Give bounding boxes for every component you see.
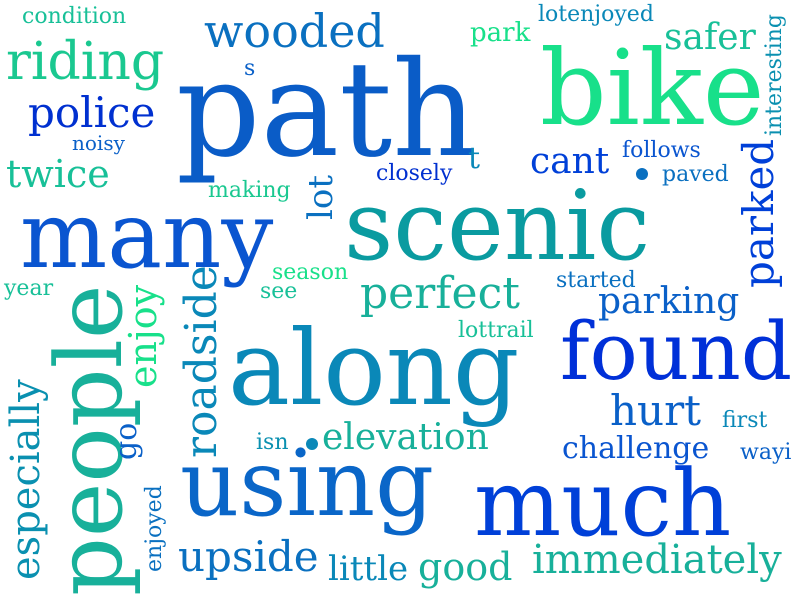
word-enjoyed: enjoyed	[142, 485, 167, 572]
word-perfect: perfect	[360, 268, 520, 319]
word-hurt: hurt	[610, 386, 702, 435]
word-challenge: challenge	[562, 431, 710, 466]
word-cant: cant	[530, 141, 610, 182]
word-closely: closely	[376, 161, 453, 186]
word-s: s	[244, 56, 256, 81]
word-scenic: scenic	[344, 170, 651, 282]
word-go: go	[109, 422, 144, 460]
word-wayi: wayi	[740, 440, 792, 465]
word-immediately: immediately	[532, 537, 782, 583]
word-t: t	[468, 141, 481, 176]
word-paved: paved	[662, 162, 729, 187]
word-making: making	[208, 178, 291, 203]
word-upside: upside	[178, 532, 319, 581]
word-twice: twice	[6, 152, 110, 196]
word-noisy: noisy	[72, 131, 125, 155]
word-lot: lot	[301, 174, 341, 220]
word-along: along	[228, 307, 520, 429]
word-parking: parking	[598, 281, 740, 322]
word-enjoy: enjoy	[121, 284, 165, 388]
word-elevation: elevation	[322, 417, 489, 458]
word-parked: parked	[734, 138, 783, 288]
word-roadside: roadside	[176, 265, 227, 458]
word-see: see	[260, 279, 298, 304]
word-interesting: interesting	[762, 13, 787, 136]
word-riding: riding	[6, 32, 165, 92]
dot-2	[636, 168, 648, 180]
word-year: year	[4, 276, 54, 301]
dot-1	[306, 438, 318, 450]
word-season: season	[272, 260, 349, 285]
word-park: park	[470, 18, 531, 48]
word-many: many	[20, 182, 274, 289]
word-lottrail: lottrail	[458, 318, 534, 343]
word-good: good	[418, 545, 513, 589]
word-bike: bike	[540, 27, 765, 149]
word-path: path	[176, 33, 478, 187]
word-condition: condition	[22, 4, 127, 29]
word-started: started	[556, 268, 636, 293]
word-first: first	[722, 408, 768, 433]
word-using: using	[180, 430, 435, 537]
word-wooded: wooded	[204, 4, 385, 58]
word-safer: safer	[664, 17, 756, 58]
word-little: little	[328, 549, 409, 589]
word-follows: follows	[622, 138, 701, 163]
word-isn: isn	[256, 430, 289, 455]
word-found: found	[560, 305, 793, 398]
word-police: police	[28, 88, 156, 137]
word-lotenjoyed: lotenjoyed	[538, 2, 654, 27]
word-much: much	[474, 450, 732, 557]
word-especially: especially	[3, 379, 49, 580]
